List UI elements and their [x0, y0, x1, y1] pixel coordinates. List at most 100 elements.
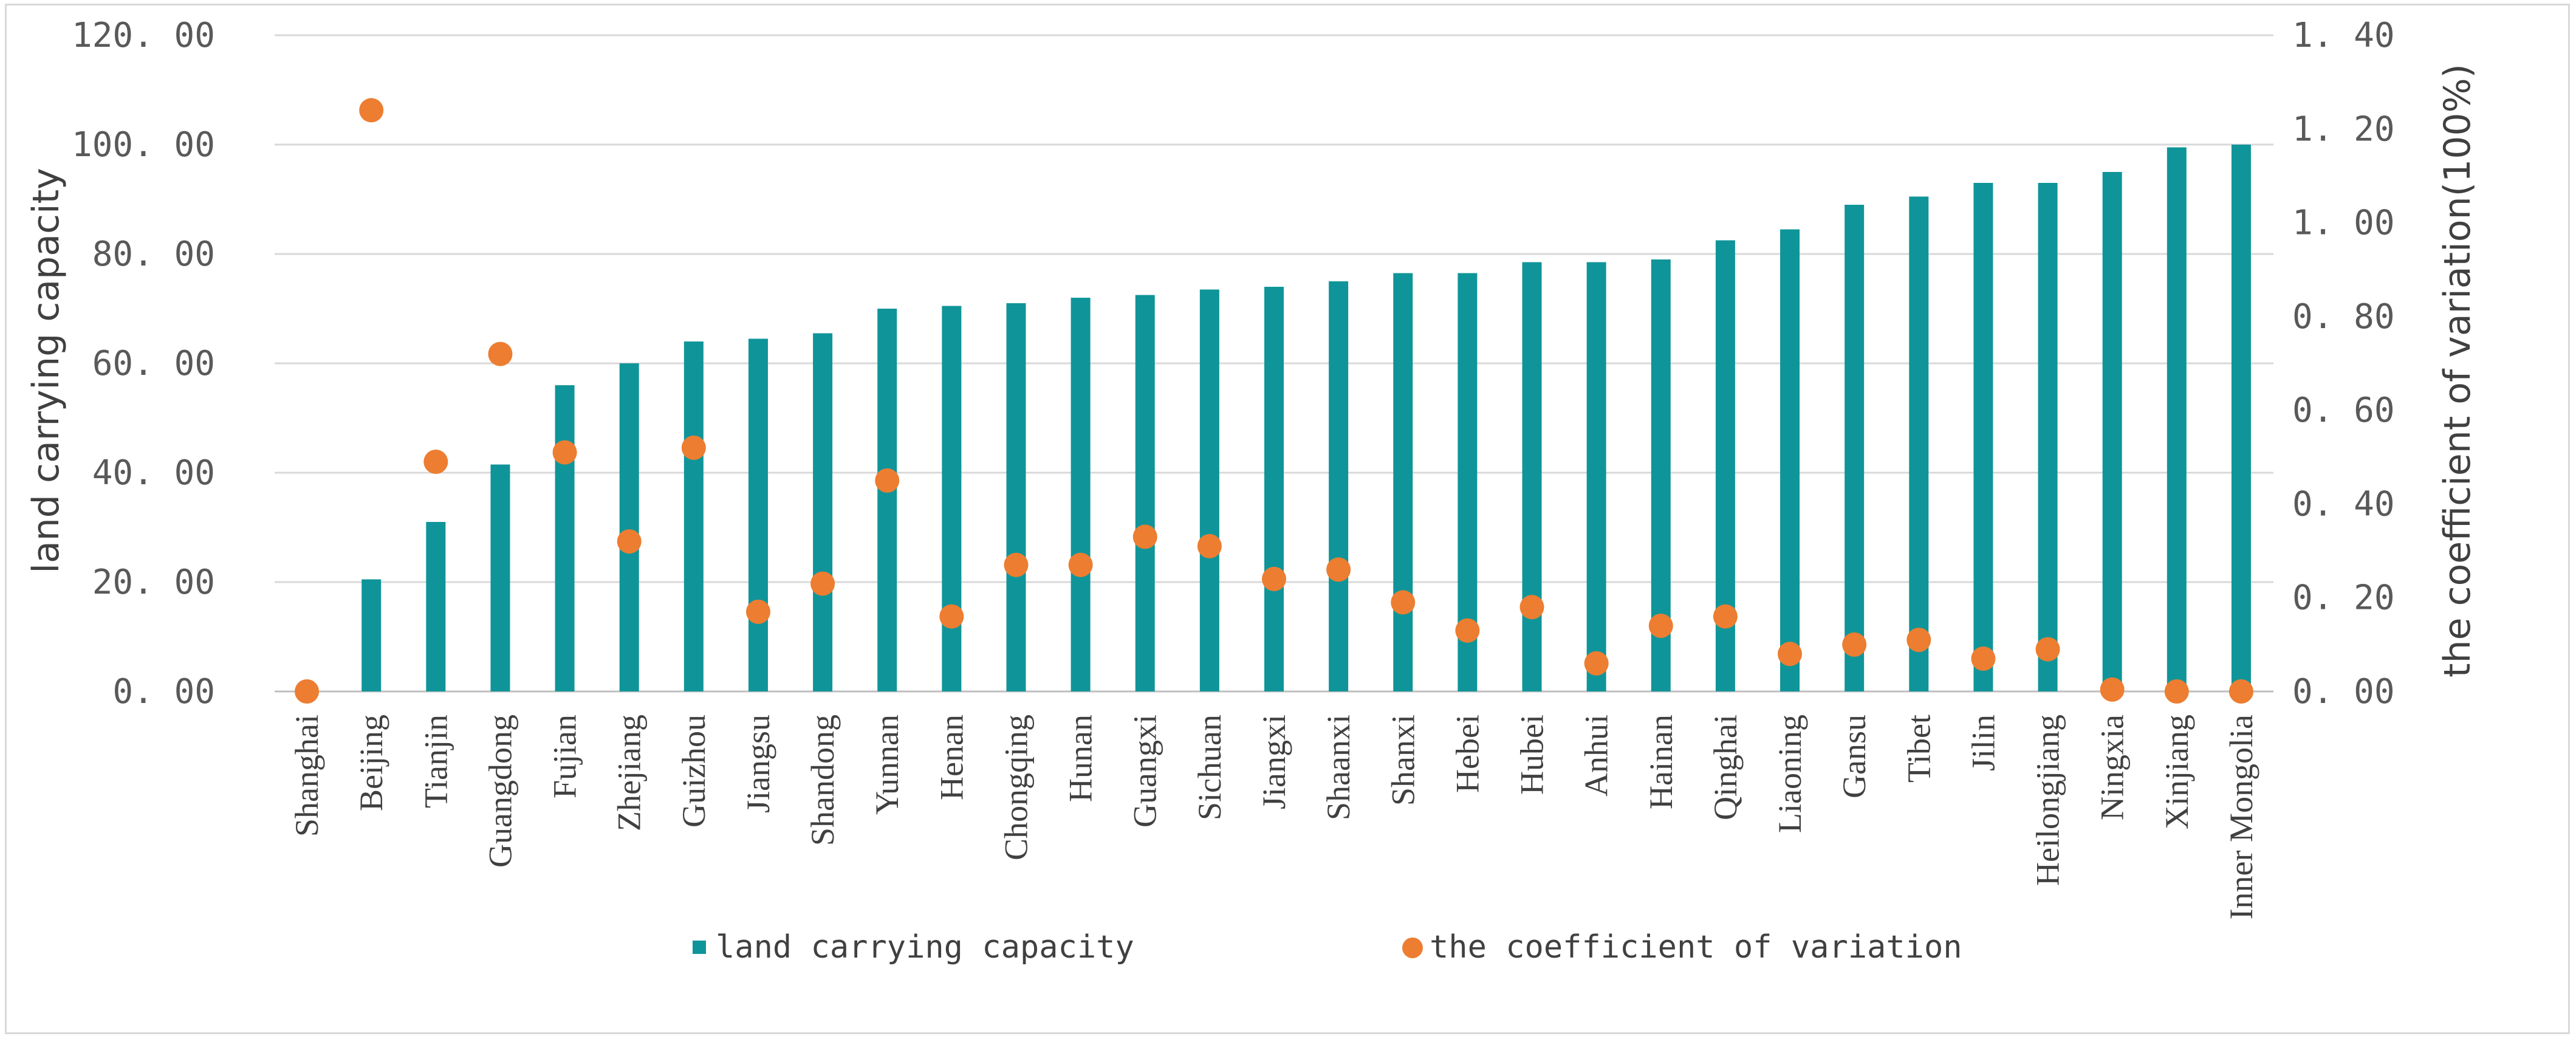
category-label: Jilin — [1965, 715, 2001, 771]
category-label: Hainan — [1643, 715, 1679, 809]
left-axis-ticks: 0. 00 20. 00 40. 00 60. 00 80. 00 100. 00 120.… — [72, 16, 215, 712]
bar-xinjiang — [2167, 147, 2187, 691]
right-tick-label: 0. 80 — [2292, 297, 2395, 337]
category-label: Gansu — [1836, 715, 1872, 798]
bar-hubei — [1522, 262, 1542, 691]
point-liaoning — [1778, 642, 1803, 667]
category-label: Heilongjiang — [2030, 715, 2066, 886]
legend: land carrying capacity the coefficient o… — [693, 929, 1962, 965]
bar-inner-mongolia — [2231, 145, 2251, 691]
right-tick-label: 0. 00 — [2292, 672, 2395, 712]
left-tick-label: 60. 00 — [92, 344, 215, 383]
bar-heilongjiang — [2038, 183, 2058, 691]
point-hunan — [1068, 552, 1093, 577]
left-tick-label: 40. 00 — [92, 453, 215, 493]
point-zhejiang — [617, 529, 642, 554]
left-tick-label: 120. 00 — [72, 16, 215, 55]
point-tibet — [1906, 628, 1931, 653]
point-hebei — [1455, 618, 1480, 643]
category-label: Tianjin — [417, 715, 454, 808]
category-label: Shandong — [804, 715, 841, 846]
category-label: Tibet — [1900, 715, 1937, 783]
point-yunnan — [875, 468, 900, 493]
point-heilongjiang — [2035, 637, 2060, 662]
bar-ningxia — [2102, 172, 2122, 691]
bar-liaoning — [1780, 229, 1800, 691]
left-tick-label: 80. 00 — [92, 235, 215, 274]
left-tick-label: 100. 00 — [72, 125, 215, 165]
bar-jiangsu — [748, 338, 768, 691]
category-label: Qinghai — [1707, 715, 1744, 820]
bar-shanxi — [1393, 273, 1413, 691]
point-guizhou — [681, 435, 706, 460]
legend-scatter-label: the coefficient of variation — [1430, 929, 1962, 965]
point-guangxi — [1132, 524, 1157, 549]
left-tick-label: 20. 00 — [92, 563, 215, 602]
point-fujian — [552, 440, 577, 465]
category-label: Jiangsu — [740, 715, 776, 813]
left-axis-title: land carrying capacity — [25, 168, 67, 573]
bar-guangxi — [1135, 295, 1155, 691]
bar-fujian — [555, 385, 575, 691]
category-label: Jiangxi — [1256, 715, 1292, 809]
legend-scatter-swatch — [1402, 938, 1423, 958]
point-qinghai — [1713, 604, 1738, 629]
bar-series — [361, 145, 2251, 691]
point-hainan — [1648, 614, 1673, 638]
category-label: Ningxia — [2094, 715, 2131, 820]
point-jiangsu — [745, 599, 770, 624]
bar-jiangxi — [1264, 287, 1284, 691]
bar-chongqing — [1006, 303, 1026, 691]
category-label: Fujian — [547, 715, 583, 798]
category-label: Anhui — [1578, 715, 1615, 797]
point-shanghai — [295, 679, 320, 704]
category-label: Inner Mongolia — [2223, 715, 2259, 919]
bar-guangdong — [490, 464, 510, 691]
point-chongqing — [1004, 552, 1029, 577]
gridlines — [275, 34, 2273, 693]
category-label: Chongqing — [998, 715, 1034, 860]
category-label: Yunnan — [869, 715, 905, 815]
bar-tianjin — [426, 522, 446, 691]
point-hubei — [1519, 595, 1544, 620]
bar-gansu — [1845, 205, 1865, 691]
bar-sichuan — [1199, 289, 1219, 691]
category-label: Shanxi — [1385, 715, 1421, 806]
category-label: Xinjiang — [2159, 715, 2195, 829]
point-tianjin — [423, 450, 448, 474]
bar-hunan — [1070, 298, 1091, 691]
bar-shandong — [813, 333, 833, 691]
right-tick-label: 0. 40 — [2292, 484, 2395, 524]
point-inner-mongolia — [2228, 679, 2253, 704]
point-jiangxi — [1262, 566, 1286, 591]
right-axis-ticks: 0. 00 0. 20 0. 40 0. 60 0. 80 1. 00 1. 20 1. 40 — [2292, 16, 2395, 712]
category-label: Hunan — [1063, 715, 1099, 802]
right-tick-label: 1. 20 — [2292, 109, 2395, 149]
category-label: Shanghai — [289, 715, 325, 837]
right-tick-label: 0. 60 — [2292, 391, 2395, 430]
bar-tibet — [1909, 196, 1929, 691]
category-label: Guizhou — [676, 715, 712, 828]
bar-guizhou — [683, 341, 704, 691]
point-xinjiang — [2164, 679, 2189, 704]
left-tick-label: 0. 00 — [112, 672, 215, 712]
point-shandong — [810, 571, 835, 596]
category-label: Guangdong — [482, 715, 518, 868]
right-tick-label: 1. 00 — [2292, 204, 2395, 243]
category-label: Zhejiang — [611, 715, 648, 831]
category-label: Guangxi — [1127, 715, 1163, 828]
category-label: Liaoning — [1772, 715, 1808, 833]
scatter-series — [295, 98, 2253, 704]
legend-bar-swatch — [693, 941, 706, 954]
right-tick-label: 1. 40 — [2292, 16, 2395, 55]
bar-zhejiang — [619, 363, 639, 691]
point-ningxia — [2100, 677, 2125, 702]
category-label: Hubei — [1514, 715, 1550, 795]
bar-anhui — [1586, 262, 1606, 691]
bar-beijing — [361, 579, 382, 691]
bar-shaanxi — [1329, 281, 1349, 691]
category-label: Beijing — [353, 715, 389, 811]
point-gansu — [1842, 632, 1867, 657]
right-tick-label: 0. 20 — [2292, 578, 2395, 618]
